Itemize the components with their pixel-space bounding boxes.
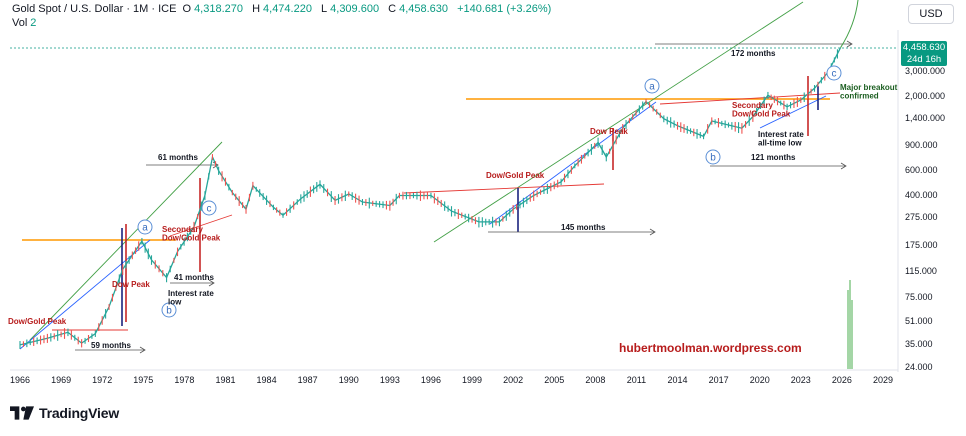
- x-tick-label: 1981: [215, 375, 236, 385]
- change-value: +140.681 (+3.26%): [457, 3, 552, 15]
- symbol-title[interactable]: Gold Spot / U.S. Dollar · 1M · ICE: [12, 3, 177, 15]
- label-dow-peak-2: Dow Peak: [590, 127, 628, 136]
- y-tick-label: 275.000: [905, 212, 938, 223]
- svg-text:a: a: [649, 82, 655, 93]
- svg-text:a: a: [142, 223, 148, 234]
- x-tick-label: 2023: [790, 375, 811, 385]
- y-tick-label: 175.000: [905, 240, 938, 251]
- tradingview-logo[interactable]: TradingView: [10, 404, 119, 422]
- x-tick-label: 2008: [585, 375, 606, 385]
- blue-trend-2: [489, 101, 657, 225]
- arrow-172-months: [655, 40, 853, 48]
- watermark-text: hubertmoolman.wordpress.com: [619, 341, 802, 355]
- x-tick-label: 2017: [708, 375, 729, 385]
- label-41-months: 41 months: [174, 273, 215, 282]
- volume-bars: [847, 280, 853, 369]
- label-61-months: 61 months: [158, 153, 199, 162]
- label-dow-gold-peak-1: Dow/Gold Peak: [8, 317, 67, 326]
- tradingview-brand: TradingView: [39, 405, 120, 421]
- red-line-3: [403, 183, 605, 194]
- label-interest-rate-low: Interest rate low: [168, 289, 214, 307]
- green-trend-2: [433, 1, 804, 243]
- red-line-4: [659, 92, 841, 105]
- x-tick-label: 1984: [256, 375, 277, 385]
- svg-text:c: c: [207, 204, 212, 215]
- y-tick-label: 3,000.000: [905, 66, 946, 76]
- x-tick-label: 2026: [831, 375, 852, 385]
- x-tick-label: 2029: [872, 375, 894, 385]
- x-tick-label: 1969: [51, 375, 72, 385]
- x-tick-label: 2011: [626, 375, 647, 385]
- high-value: H 4,474.220: [252, 3, 312, 15]
- label-interest-rate-all-time-low: Interest rate all-time low: [758, 130, 804, 148]
- y-tick-label: 400.000: [905, 189, 938, 200]
- close-value: C 4,458.630: [388, 3, 449, 15]
- red-line-2: [169, 214, 233, 237]
- label-secondary-peak-1: Secondary Dow/Gold Peak: [162, 225, 221, 243]
- currency-button[interactable]: USD: [908, 4, 954, 24]
- bar-countdown: 24d 16h: [906, 53, 942, 65]
- label-major-breakout: Major breakout confirmed: [840, 83, 898, 101]
- y-tick-label: 900.000: [905, 139, 938, 150]
- last-price-tag: 4,458.630 24d 16h: [901, 41, 947, 66]
- x-tick-label: 1996: [420, 375, 441, 385]
- label-172-months: 172 months: [731, 49, 776, 58]
- wave-c-2: c: [826, 65, 842, 81]
- y-tick-label: 75.000: [905, 292, 933, 303]
- svg-text:c: c: [832, 69, 837, 80]
- price-line: [19, 47, 842, 346]
- y-tick-label: 2,000.000: [905, 90, 946, 101]
- x-tick-label: 1993: [379, 375, 400, 385]
- arrow-121-months: [710, 162, 847, 170]
- trend-lines: [19, 1, 853, 354]
- blue-trend-3: [759, 95, 827, 129]
- x-tick-label: 1966: [9, 375, 31, 385]
- low-value: L 4,309.600: [321, 3, 380, 15]
- y-tick-label: 600.000: [905, 164, 938, 175]
- x-tick-label: 2002: [503, 375, 524, 385]
- blue-trend-1: [19, 239, 151, 350]
- label-145-months: 145 months: [561, 223, 606, 232]
- wave-b-1: b: [161, 302, 177, 318]
- label-dow-gold-peak-2: Dow/Gold Peak: [486, 171, 545, 180]
- y-tick-label: 35.000: [905, 338, 933, 349]
- y-tick-label: 51.000: [905, 315, 933, 326]
- open-value: O 4,318.270: [182, 3, 244, 15]
- tradingview-logo-icon: [10, 406, 34, 420]
- svg-text:b: b: [710, 153, 716, 164]
- x-tick-label: 1987: [297, 375, 318, 385]
- y-tick-label: 115.000: [905, 265, 937, 276]
- breakout-curve: [840, 0, 859, 48]
- arrow-59-months: [75, 346, 146, 354]
- symbol-header: Gold Spot / U.S. Dollar · 1M · ICE O 4,31…: [12, 3, 554, 15]
- y-tick-label: 1,400.000: [905, 112, 946, 123]
- x-tick-label: 1990: [338, 375, 359, 385]
- wave-a-1: a: [137, 219, 153, 235]
- x-tick-label: 1999: [462, 375, 483, 385]
- last-price-value: 4,458.630: [902, 42, 946, 53]
- label-59-months: 59 months: [91, 341, 132, 350]
- label-dow-peak-1: Dow Peak: [112, 280, 150, 289]
- wave-b-2: b: [705, 149, 721, 165]
- x-tick-label: 2020: [749, 375, 770, 385]
- x-tick-label: 2014: [667, 375, 688, 385]
- arrow-61-months: [146, 161, 219, 169]
- x-tick-label: 1978: [174, 375, 195, 385]
- y-tick-label: 24.000: [905, 362, 933, 372]
- x-tick-label: 1975: [133, 375, 154, 385]
- svg-text:b: b: [166, 306, 172, 317]
- label-secondary-peak-2: Secondary Dow/Gold Peak: [732, 101, 791, 119]
- arrow-41-months: [170, 279, 215, 287]
- x-tick-label: 1972: [92, 375, 113, 385]
- wave-c-1: c: [201, 200, 217, 216]
- label-121-months: 121 months: [751, 153, 796, 162]
- wave-a-2: a: [644, 78, 660, 94]
- x-tick-label: 2005: [544, 375, 565, 385]
- arrow-145-months: [488, 228, 656, 236]
- volume-indicator[interactable]: Vol 2: [12, 17, 37, 29]
